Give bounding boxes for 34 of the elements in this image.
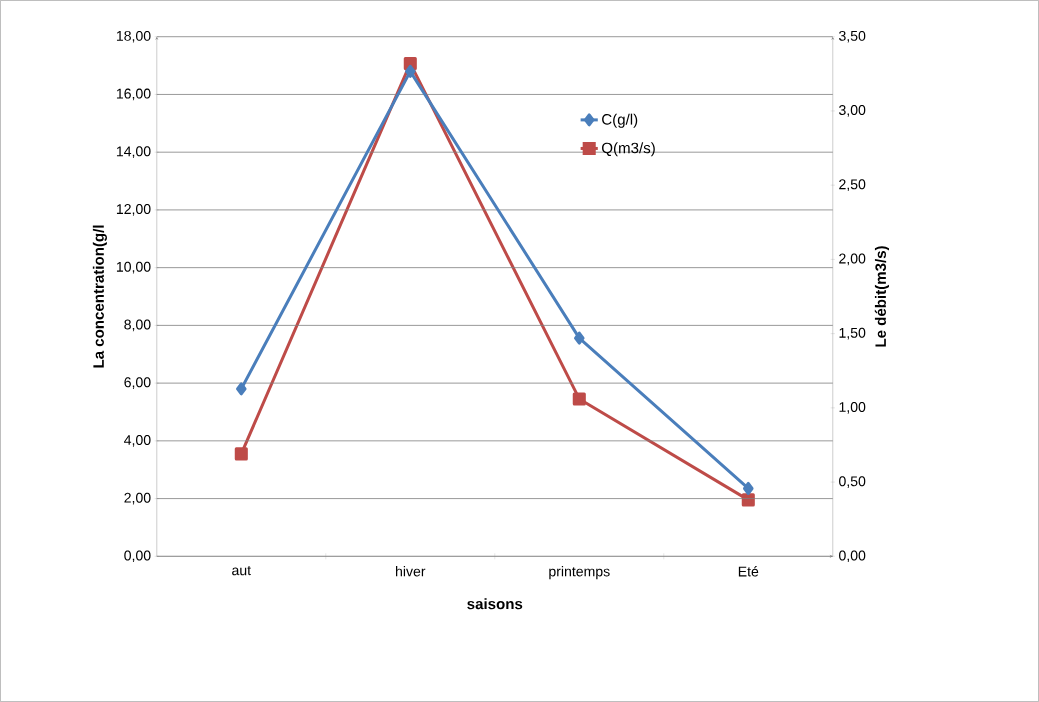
x-tick-label: printemps bbox=[549, 566, 610, 580]
x-tick-label: hiver bbox=[396, 566, 426, 577]
y-tick-label: 0,00 bbox=[124, 550, 151, 563]
point bbox=[234, 447, 248, 461]
y-tick-label: 18,00 bbox=[116, 30, 151, 43]
y-tick-label: 16,00 bbox=[116, 88, 151, 101]
point bbox=[572, 392, 586, 406]
y-tick-label: 6,00 bbox=[124, 377, 151, 389]
legend-label: Q(m3/s) bbox=[602, 142, 655, 157]
point bbox=[405, 64, 416, 78]
y2-axis-title: Le débit(m3/s) bbox=[874, 246, 889, 347]
point bbox=[236, 382, 247, 396]
legend-label: C(g/l) bbox=[602, 113, 638, 128]
y2-tick-label: 3,50 bbox=[839, 30, 866, 43]
point bbox=[743, 481, 754, 496]
point bbox=[741, 493, 755, 507]
y-tick-label: 14,00 bbox=[116, 146, 151, 158]
y2-tick-label: 3,00 bbox=[839, 105, 866, 117]
y-tick-label: 4,00 bbox=[124, 435, 151, 447]
y2-tick-label: 1,00 bbox=[839, 402, 866, 414]
y-tick-label: 8,00 bbox=[124, 319, 151, 332]
x-tick-label: aut bbox=[232, 566, 251, 576]
x-axis-title: saisons bbox=[467, 598, 523, 610]
y-tick-label: 12,00 bbox=[116, 204, 151, 216]
point bbox=[574, 331, 585, 345]
y-tick-label: 10,00 bbox=[116, 261, 151, 274]
y2-tick-label: 1,50 bbox=[839, 327, 866, 340]
y2-tick-label: 2,00 bbox=[839, 253, 866, 266]
y-axis-title: La concentration(g/l bbox=[92, 225, 107, 368]
y-tick-label: 2,00 bbox=[124, 492, 151, 505]
y2-tick-label: 0,00 bbox=[839, 550, 866, 563]
y2-tick-label: 0,50 bbox=[839, 476, 866, 488]
x-tick-label: Eté bbox=[738, 566, 759, 577]
y2-tick-label: 2,50 bbox=[839, 179, 866, 191]
